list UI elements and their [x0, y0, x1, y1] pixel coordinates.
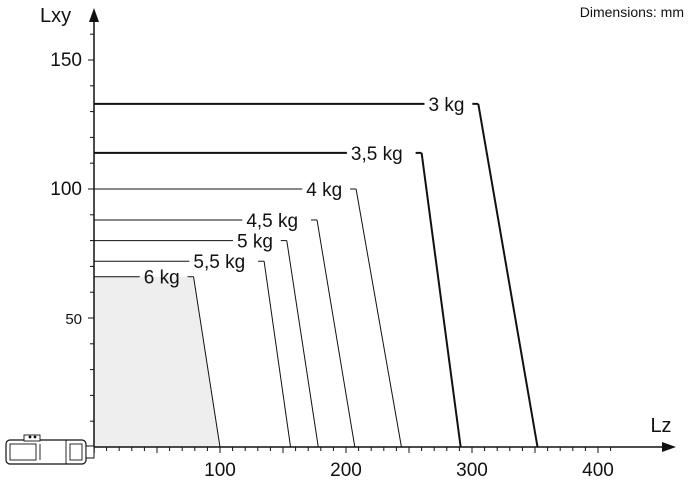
dimensions-note: Dimensions: mm [580, 4, 684, 20]
x-tick-label: 300 [456, 460, 488, 481]
series-line-slope [316, 219, 356, 448]
x-tick-label: 100 [204, 460, 236, 481]
series-label: 4 kg [306, 180, 342, 201]
series-line-slope [193, 276, 221, 448]
y-tick-label: 100 [50, 179, 82, 200]
series-line-slope [477, 103, 539, 448]
x-tick-label: 400 [582, 460, 614, 481]
series-label: 4,5 kg [246, 211, 298, 232]
series-label: 6 kg [144, 268, 180, 289]
robot-tool-icon [5, 434, 95, 465]
series-line-slope [263, 261, 292, 448]
series-label: 3,5 kg [351, 144, 403, 165]
series-line-slope [355, 188, 402, 448]
x-tick-label: 200 [330, 460, 362, 481]
y-tick-label: 150 [50, 50, 82, 71]
y-tick-label: 50 [65, 311, 82, 328]
series-line-slope [420, 152, 462, 448]
y-axis-arrow [89, 8, 99, 22]
x-axis-title: Lz [650, 415, 671, 437]
x-axis-arrow [662, 442, 676, 452]
series-label: 3 kg [429, 95, 465, 116]
y-axis-title: Lxy [40, 5, 71, 27]
series-line-slope [286, 240, 319, 448]
series-label: 5,5 kg [193, 252, 245, 273]
shaded-region-6kg [94, 276, 220, 447]
series-label: 5 kg [237, 232, 273, 253]
